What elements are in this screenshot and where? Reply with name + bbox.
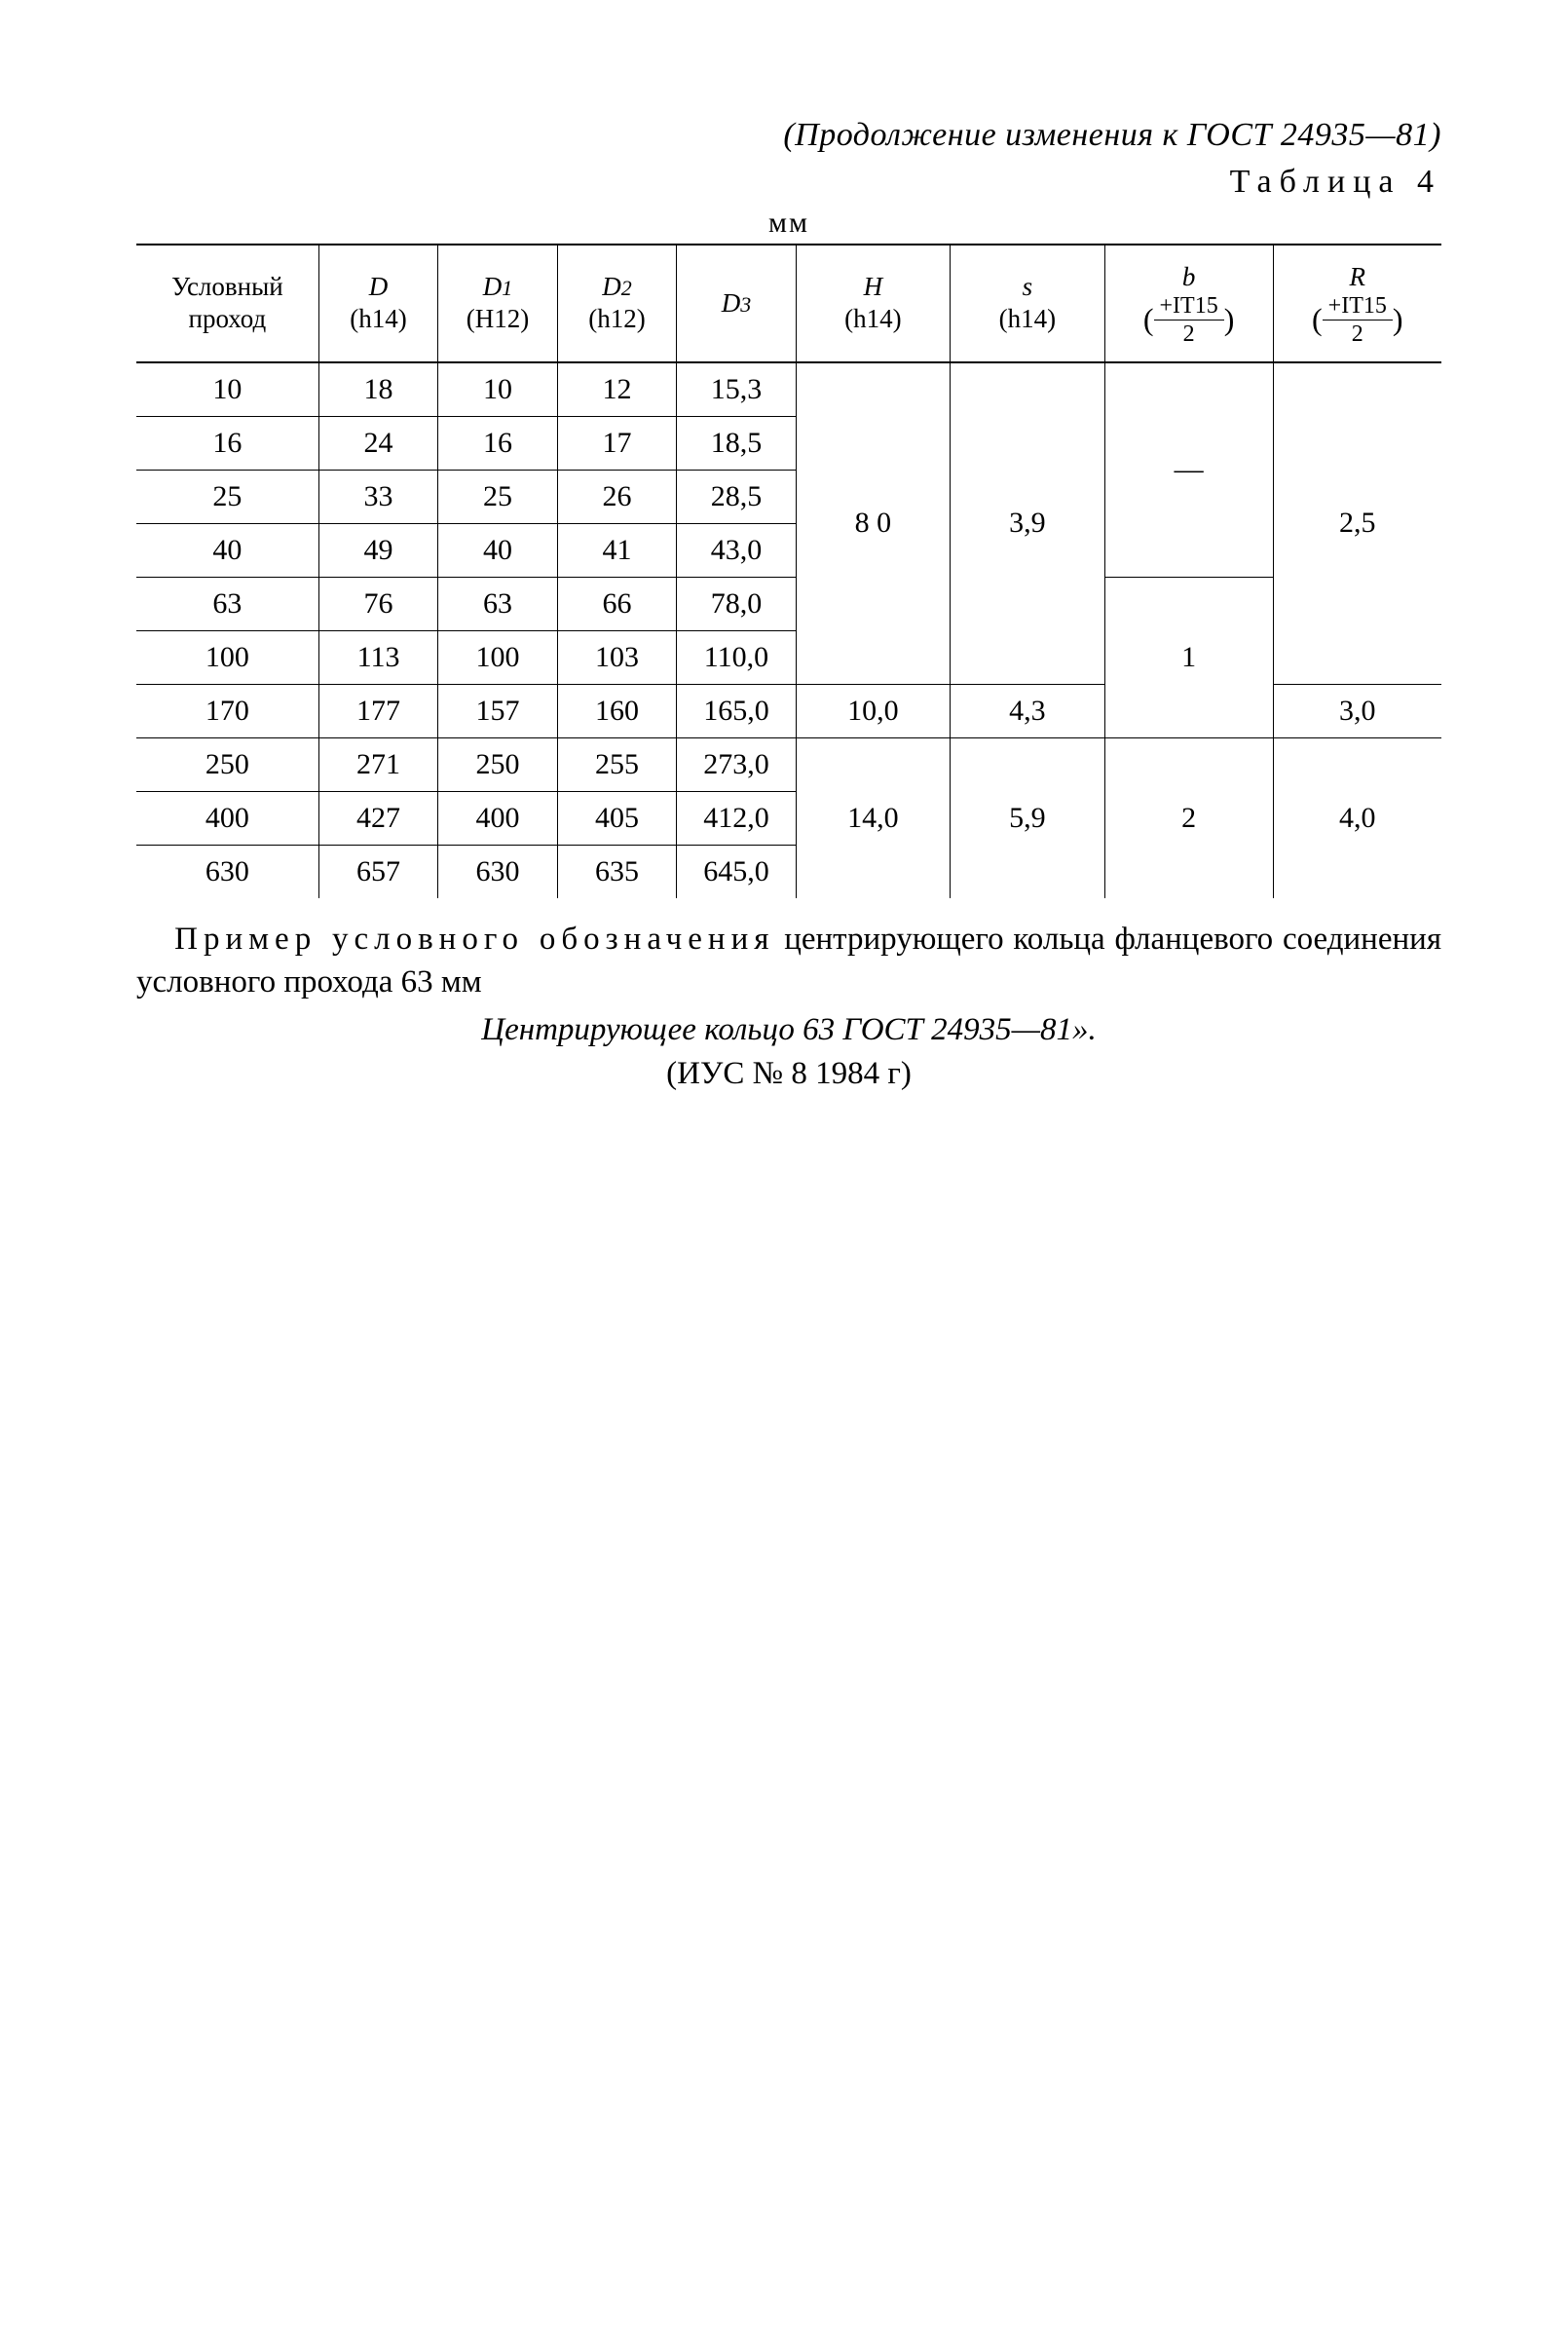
cell: 405 bbox=[557, 791, 676, 845]
table-row: 63 76 63 66 78,0 1 bbox=[136, 577, 1441, 630]
cell: 28,5 bbox=[677, 470, 796, 523]
cell-H-group2: 10,0 bbox=[796, 684, 950, 737]
cell-R-group2: 3,0 bbox=[1273, 684, 1441, 737]
cell: 17 bbox=[557, 416, 676, 470]
table-row: 10 18 10 12 15,3 8 0 3,9 — 2,5 bbox=[136, 362, 1441, 417]
table-row: 250 271 250 255 273,0 14,0 5,9 2 4,0 bbox=[136, 737, 1441, 791]
cell: 18,5 bbox=[677, 416, 796, 470]
cell: 400 bbox=[438, 791, 557, 845]
cell: 100 bbox=[136, 630, 318, 684]
cell: 273,0 bbox=[677, 737, 796, 791]
data-table: Условный проход D (h14) D1 (H12) D2 (h12… bbox=[136, 244, 1441, 898]
cell: 10 bbox=[438, 362, 557, 417]
cell-H-group1: 8 0 bbox=[796, 362, 950, 685]
cell-R-group1: 2,5 bbox=[1273, 362, 1441, 685]
example-note: Пример условного обозначения центрирующе… bbox=[136, 918, 1441, 1004]
cell: 16 bbox=[438, 416, 557, 470]
cell: 33 bbox=[318, 470, 437, 523]
cell: 63 bbox=[136, 577, 318, 630]
cell: 103 bbox=[557, 630, 676, 684]
cell: 165,0 bbox=[677, 684, 796, 737]
cell: 250 bbox=[136, 737, 318, 791]
cell-s-group2: 4,3 bbox=[951, 684, 1104, 737]
cell-s-group3: 5,9 bbox=[951, 737, 1104, 898]
cell: 657 bbox=[318, 845, 437, 898]
cell: 157 bbox=[438, 684, 557, 737]
cell: 271 bbox=[318, 737, 437, 791]
cell: 630 bbox=[438, 845, 557, 898]
cell-H-group3: 14,0 bbox=[796, 737, 950, 898]
cell-b-group3: 2 bbox=[1104, 737, 1273, 898]
col-header-D1: D1 (H12) bbox=[438, 245, 557, 362]
cell: 255 bbox=[557, 737, 676, 791]
cell-b-group2: 1 bbox=[1104, 577, 1273, 737]
cell: 12 bbox=[557, 362, 676, 417]
cell: 40 bbox=[136, 523, 318, 577]
cell: 427 bbox=[318, 791, 437, 845]
col-header-H: H (h14) bbox=[796, 245, 950, 362]
cell: 630 bbox=[136, 845, 318, 898]
cell: 412,0 bbox=[677, 791, 796, 845]
cell: 177 bbox=[318, 684, 437, 737]
cell: 76 bbox=[318, 577, 437, 630]
col-header-R: R (+IT152) bbox=[1273, 245, 1441, 362]
continuation-header: (Продолжение изменения к ГОСТ 24935—81) bbox=[136, 117, 1441, 154]
example-designation: Центрирующее кольцо 63 ГОСТ 24935—81». bbox=[136, 1012, 1441, 1048]
col-header-passage: Условный проход bbox=[136, 245, 318, 362]
cell-R-group3: 4,0 bbox=[1273, 737, 1441, 898]
cell: 113 bbox=[318, 630, 437, 684]
cell: 78,0 bbox=[677, 577, 796, 630]
cell: 15,3 bbox=[677, 362, 796, 417]
cell: 43,0 bbox=[677, 523, 796, 577]
table-header-row: Условный проход D (h14) D1 (H12) D2 (h12… bbox=[136, 245, 1441, 362]
cell: 110,0 bbox=[677, 630, 796, 684]
cell: 170 bbox=[136, 684, 318, 737]
cell: 26 bbox=[557, 470, 676, 523]
col-header-D: D (h14) bbox=[318, 245, 437, 362]
col-header-b: b (+IT152) bbox=[1104, 245, 1273, 362]
cell: 24 bbox=[318, 416, 437, 470]
cell: 16 bbox=[136, 416, 318, 470]
cell: 41 bbox=[557, 523, 676, 577]
cell: 10 bbox=[136, 362, 318, 417]
col-header-D2: D2 (h12) bbox=[557, 245, 676, 362]
cell: 66 bbox=[557, 577, 676, 630]
source-reference: (ИУС № 8 1984 г) bbox=[136, 1056, 1441, 1092]
cell-s-group1: 3,9 bbox=[951, 362, 1104, 685]
col-header-s: s (h14) bbox=[951, 245, 1104, 362]
cell: 645,0 bbox=[677, 845, 796, 898]
table-number: Таблица 4 bbox=[136, 164, 1441, 201]
cell: 250 bbox=[438, 737, 557, 791]
cell: 400 bbox=[136, 791, 318, 845]
cell: 40 bbox=[438, 523, 557, 577]
cell: 49 bbox=[318, 523, 437, 577]
cell: 160 bbox=[557, 684, 676, 737]
cell: 25 bbox=[438, 470, 557, 523]
cell: 100 bbox=[438, 630, 557, 684]
cell: 18 bbox=[318, 362, 437, 417]
cell-b-group1: — bbox=[1104, 362, 1273, 578]
cell: 63 bbox=[438, 577, 557, 630]
cell: 635 bbox=[557, 845, 676, 898]
unit-label: мм bbox=[136, 207, 1441, 240]
cell: 25 bbox=[136, 470, 318, 523]
col-header-D3: D3 bbox=[677, 245, 796, 362]
